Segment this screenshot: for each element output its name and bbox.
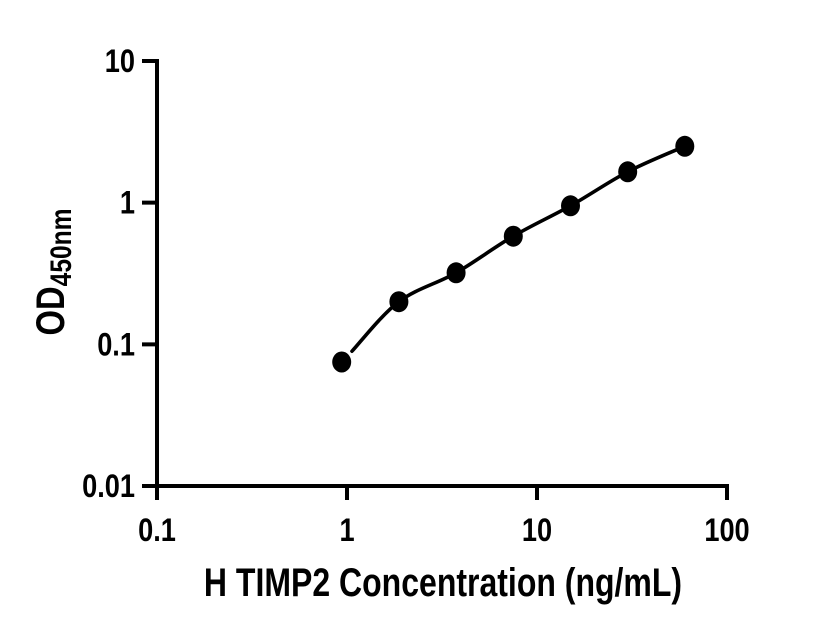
x-axis-title: H TIMP2 Concentration (ng/mL) [204,560,682,605]
data-point-marker-5 [618,161,638,183]
x-tick-label-100: 100 [704,513,749,549]
x-tick-label-0.1: 0.1 [138,513,176,549]
y-tick-label-0.01: 0.01 [82,469,135,505]
data-point-marker-1 [389,291,409,313]
y-tick-label-1: 1 [120,186,135,222]
y-tick-label-10: 10 [105,44,135,80]
y-axis-title: OD450nm [28,208,78,335]
data-point-marker-4 [561,195,580,217]
y-tick-label-0.1: 0.1 [97,327,135,363]
y-axis-title-main: OD [28,286,73,335]
y-axis-title-subscript: 450nm [44,208,78,286]
x-tick-label-10: 10 [522,513,552,549]
data-point-marker-2 [446,262,466,284]
x-tick-label-1: 1 [339,513,354,549]
data-point-marker-3 [503,225,523,247]
data-point-marker-6 [675,135,695,157]
data-point-marker-0 [332,351,352,373]
